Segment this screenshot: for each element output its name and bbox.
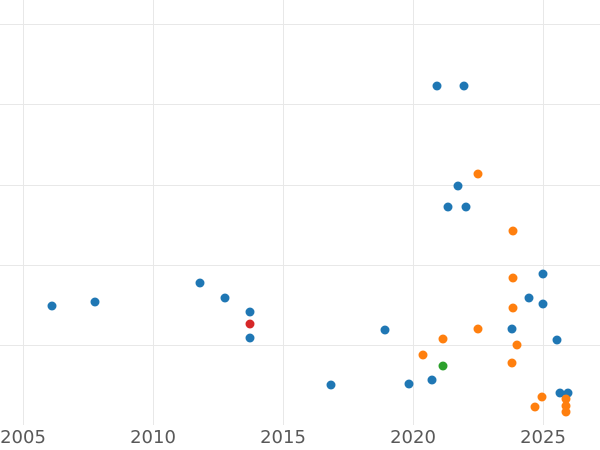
data-point-blue: [555, 388, 565, 398]
gridline-vertical: [413, 0, 414, 425]
x-tick-label: 2015: [260, 427, 306, 448]
data-point-orange: [561, 401, 571, 411]
data-point-orange: [508, 303, 518, 313]
data-point-orange: [418, 350, 428, 360]
data-point-blue: [220, 293, 230, 303]
gridline-horizontal: [0, 345, 600, 346]
data-point-blue: [461, 202, 471, 212]
x-tick-label: 2020: [390, 427, 436, 448]
data-point-blue: [443, 202, 453, 212]
data-point-blue: [524, 293, 534, 303]
data-point-blue: [245, 307, 255, 317]
data-point-orange: [438, 334, 448, 344]
data-point-orange: [530, 402, 540, 412]
data-point-blue: [195, 278, 205, 288]
x-tick-label: 2005: [0, 427, 46, 448]
data-point-blue: [453, 181, 463, 191]
gridline-vertical: [153, 0, 154, 425]
data-point-blue: [563, 388, 573, 398]
gridline-vertical: [23, 0, 24, 425]
x-tick-label: 2010: [130, 427, 176, 448]
data-point-blue: [432, 81, 442, 91]
gridline-horizontal: [0, 185, 600, 186]
data-point-red: [245, 319, 255, 329]
data-point-orange: [561, 394, 571, 404]
data-point-orange: [561, 407, 571, 417]
data-point-blue: [380, 325, 390, 335]
data-point-orange: [473, 169, 483, 179]
x-tick-label: 2025: [520, 427, 566, 448]
data-point-blue: [538, 269, 548, 279]
data-point-blue: [459, 81, 469, 91]
data-point-orange: [512, 340, 522, 350]
data-point-orange: [508, 273, 518, 283]
data-point-blue: [47, 301, 57, 311]
data-point-blue: [507, 324, 517, 334]
data-point-blue: [427, 375, 437, 385]
gridline-horizontal: [0, 24, 600, 25]
data-point-blue: [90, 297, 100, 307]
plot-area: [0, 0, 600, 425]
data-point-blue: [326, 380, 336, 390]
gridline-vertical: [543, 0, 544, 425]
data-point-blue: [538, 299, 548, 309]
data-point-green: [438, 361, 448, 371]
data-point-orange: [537, 392, 547, 402]
data-point-orange: [507, 358, 517, 368]
data-point-orange: [508, 226, 518, 236]
gridline-horizontal: [0, 104, 600, 105]
gridline-vertical: [283, 0, 284, 425]
data-point-orange: [473, 324, 483, 334]
data-point-blue: [245, 333, 255, 343]
gridline-horizontal: [0, 265, 600, 266]
data-point-blue: [404, 379, 414, 389]
data-point-blue: [552, 335, 562, 345]
